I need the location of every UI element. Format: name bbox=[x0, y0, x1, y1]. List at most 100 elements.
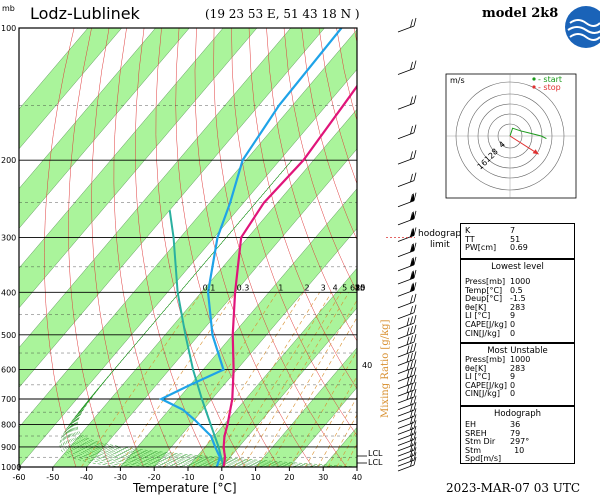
isotherm-line bbox=[120, 188, 357, 467]
wind-barb-staff bbox=[397, 433, 415, 441]
wind-barb bbox=[397, 367, 417, 382]
wind-barb-flag bbox=[406, 327, 410, 336]
hodograph-ring-label: 8 bbox=[490, 147, 500, 157]
storm-motion-arrowhead bbox=[532, 149, 539, 155]
mixing-ratio-tick: 0.3 bbox=[237, 283, 250, 292]
wind-barb bbox=[397, 124, 417, 140]
hodograph-legend-stop: - stop bbox=[538, 83, 561, 92]
wind-barb-flag bbox=[413, 342, 417, 352]
wind-barb-flag bbox=[413, 17, 417, 27]
wind-barb-staff bbox=[397, 157, 415, 165]
wind-barb bbox=[397, 324, 417, 340]
wind-barb-staff bbox=[397, 367, 415, 374]
mixing-ratio-line bbox=[210, 292, 320, 467]
wind-barb bbox=[397, 256, 417, 272]
model-name: model 2k8 bbox=[482, 6, 559, 21]
hodograph-stop-marker bbox=[532, 85, 536, 89]
index-label: Temp[°C] bbox=[465, 285, 503, 295]
isotherm-line bbox=[19, 28, 291, 349]
isotherm-line bbox=[289, 387, 357, 467]
index-value: 283 bbox=[510, 363, 526, 373]
index-row: Deup[°C] -1.5 bbox=[461, 295, 574, 304]
wind-barb bbox=[397, 150, 417, 165]
mixing-ratio-line bbox=[118, 292, 236, 467]
x-tick-label: 0 bbox=[219, 473, 224, 482]
pressure-tick-label: 400 bbox=[1, 288, 16, 297]
wind-barb-staff bbox=[397, 235, 415, 242]
index-value: 9 bbox=[510, 311, 516, 321]
wind-barb-staff bbox=[397, 359, 415, 366]
x-tick-label: -20 bbox=[148, 473, 161, 482]
lowest-level-title: Lowest level bbox=[491, 262, 544, 272]
index-label: LI [°C] bbox=[465, 311, 491, 321]
pressure-tick-label: 1000 bbox=[1, 463, 21, 472]
wind-barb-flag bbox=[410, 443, 413, 452]
wind-barb-flag bbox=[410, 326, 413, 335]
index-value: 0.5 bbox=[510, 285, 523, 295]
mixing-ratio-line bbox=[289, 350, 357, 467]
hodograph-stats-panel: Hodograph EH 36 SREH 79 Stm Dir 297° Stm Spd[m… bbox=[460, 406, 575, 464]
index-row: CAPE[J/kg] 0 bbox=[461, 319, 574, 330]
mixing-ratio-tick: 25 bbox=[355, 283, 365, 292]
wind-barb-pennant bbox=[410, 192, 414, 202]
index-label: Press[mb] bbox=[465, 355, 506, 364]
wind-barb-flag bbox=[410, 360, 413, 370]
wind-barb bbox=[397, 17, 417, 33]
index-value: 1000 bbox=[510, 355, 531, 364]
wind-barb-flag bbox=[413, 210, 417, 219]
mixing-ratio-tick: 2 bbox=[304, 283, 309, 292]
mixing-ratio-tick: 10 bbox=[355, 283, 365, 292]
wind-barb bbox=[397, 95, 417, 110]
index-value: 297° bbox=[510, 437, 530, 447]
index-label: Stm Spd[m/s] bbox=[465, 445, 502, 464]
index-row: θe[K] 283 bbox=[461, 363, 574, 374]
mixing-ratio-tick: 6 bbox=[350, 283, 355, 292]
mixing-ratio-tick: 20 bbox=[355, 283, 365, 292]
wind-barb bbox=[397, 442, 417, 457]
pressure-unit-label: mb bbox=[2, 4, 15, 13]
wind-barb-flag bbox=[410, 316, 413, 325]
forecast-timestamp: 2023-MAR-07 03 UTC bbox=[446, 481, 581, 495]
wind-barb-flag bbox=[413, 431, 417, 440]
wind-barb-flag bbox=[406, 391, 410, 400]
index-row: LI [°C] 9 bbox=[461, 312, 574, 321]
wind-barb-flag bbox=[413, 351, 417, 360]
wind-barb bbox=[397, 172, 417, 187]
wind-barb bbox=[397, 395, 417, 411]
wind-barb-staff bbox=[397, 375, 415, 382]
wind-barb-flag bbox=[413, 452, 417, 461]
index-value: 36 bbox=[510, 420, 521, 429]
mixing-ratio-line bbox=[268, 316, 357, 467]
wind-barb-flag bbox=[406, 362, 410, 371]
dry-adiabat bbox=[283, 28, 357, 293]
wind-barb-flag bbox=[413, 256, 417, 265]
wind-barb-flag bbox=[406, 336, 410, 345]
wind-barb bbox=[397, 269, 417, 285]
isotherm-line bbox=[154, 228, 357, 467]
index-label: Deup[°C] bbox=[465, 294, 503, 304]
wind-barb bbox=[397, 447, 417, 462]
index-value: 0 bbox=[510, 319, 516, 329]
most-unstable-panel: Most Unstable Press[mb] 1000 θe[K] 283 LI [°… bbox=[460, 343, 575, 406]
index-row: EH 36 bbox=[461, 420, 574, 430]
isotherm-line bbox=[19, 69, 357, 467]
wind-barb-flag bbox=[413, 324, 417, 333]
wind-barb-flag bbox=[413, 374, 417, 383]
mixing-ratio-line bbox=[242, 292, 350, 467]
wind-barb-pennant bbox=[410, 256, 414, 266]
wind-barb-flag bbox=[410, 383, 413, 392]
index-value: 51 bbox=[510, 234, 521, 244]
wind-barb-staff bbox=[397, 68, 415, 75]
wind-barb bbox=[397, 60, 417, 75]
wind-barb-flag bbox=[406, 377, 410, 386]
index-label: Stm Dir bbox=[465, 437, 496, 447]
wind-barb-flag bbox=[410, 19, 413, 28]
index-row: PW[cm] 0.69 bbox=[461, 244, 574, 253]
index-row: CAPE[J/kg] 0 bbox=[461, 381, 574, 391]
isotherm-line bbox=[19, 28, 156, 189]
wind-barb-flag bbox=[410, 453, 413, 462]
wind-barb bbox=[397, 304, 417, 320]
wind-barb-flag bbox=[413, 367, 417, 376]
wind-barb bbox=[397, 436, 417, 452]
